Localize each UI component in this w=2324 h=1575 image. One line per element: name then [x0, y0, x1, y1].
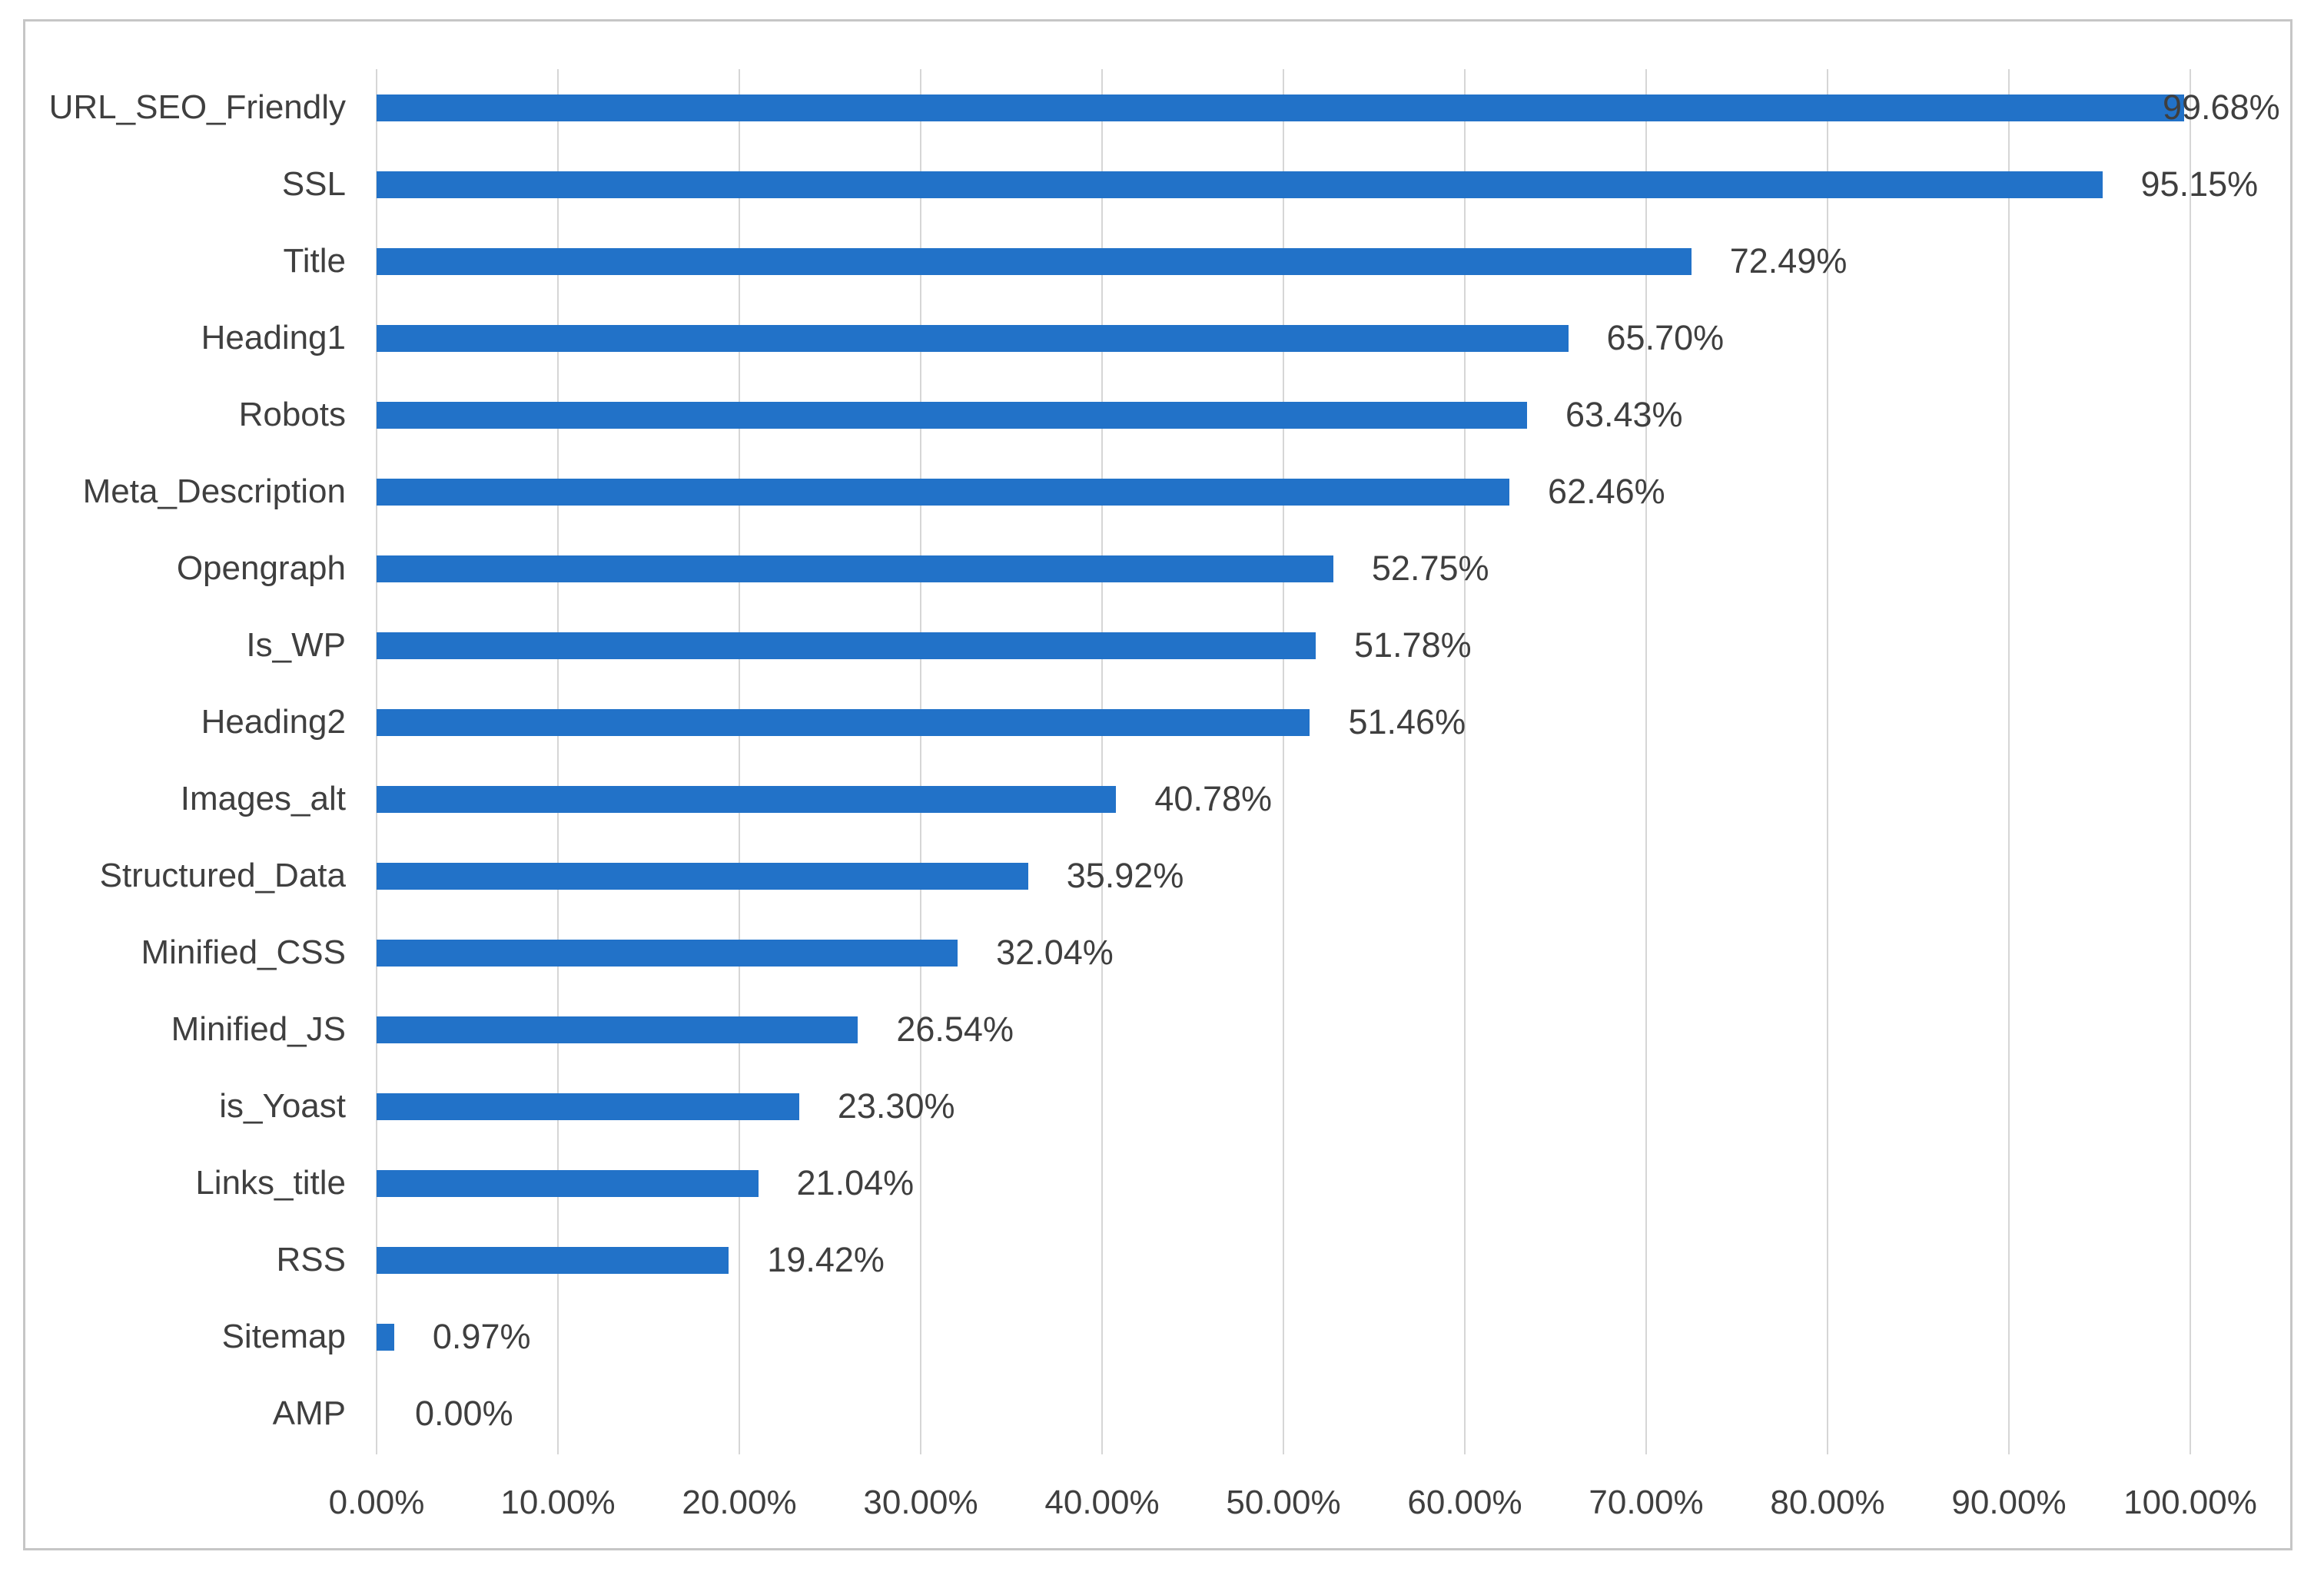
gridline: [920, 69, 921, 1454]
category-label: Structured_Data: [99, 857, 346, 894]
bar: [377, 171, 2103, 198]
gridline: [2190, 69, 2191, 1454]
category-label: Links_title: [195, 1164, 346, 1202]
bar: [377, 632, 1316, 659]
bar: [377, 785, 1117, 813]
value-label: 52.75%: [1371, 549, 1489, 588]
bar: [377, 862, 1028, 890]
x-axis-tick-label: 70.00%: [1589, 1483, 1704, 1521]
bar: [377, 94, 2185, 121]
bar: [377, 247, 1692, 275]
category-label: AMP: [272, 1394, 346, 1432]
x-axis-tick-label: 30.00%: [863, 1483, 978, 1521]
gridline: [739, 69, 740, 1454]
category-label: Sitemap: [221, 1318, 346, 1355]
category-label: Opengraph: [176, 549, 346, 587]
category-label: SSL: [281, 165, 346, 203]
x-axis-tick-label: 60.00%: [1407, 1483, 1522, 1521]
gridline: [1464, 69, 1466, 1454]
category-label: Robots: [238, 396, 346, 433]
category-label: URL_SEO_Friendly: [48, 88, 346, 126]
category-label: RSS: [276, 1241, 346, 1278]
gridline: [1827, 69, 1828, 1454]
value-label: 95.15%: [2140, 164, 2259, 204]
value-label: 63.43%: [1565, 395, 1683, 434]
value-label: 40.78%: [1154, 779, 1273, 818]
bar: [377, 401, 1527, 429]
bar: [377, 1323, 394, 1351]
value-label: 99.68%: [2163, 88, 2280, 127]
value-label: 35.92%: [1066, 856, 1184, 895]
gridline: [557, 69, 559, 1454]
value-label: 21.04%: [796, 1163, 915, 1202]
value-label: 0.97%: [432, 1317, 531, 1356]
bar: [377, 1169, 759, 1197]
value-label: 23.30%: [837, 1086, 955, 1126]
bar: [377, 324, 1569, 352]
category-label: is_Yoast: [219, 1087, 346, 1125]
x-axis-tick-label: 100.00%: [2123, 1483, 2257, 1521]
x-axis-tick-label: 80.00%: [1770, 1483, 1885, 1521]
x-axis-tick-label: 90.00%: [1951, 1483, 2067, 1521]
gridline: [376, 69, 377, 1454]
x-axis-tick-label: 20.00%: [682, 1483, 797, 1521]
category-label: Is_WP: [246, 626, 346, 664]
x-axis-tick-label: 10.00%: [500, 1483, 616, 1521]
x-axis-tick-label: 50.00%: [1226, 1483, 1341, 1521]
bar: [377, 1093, 799, 1120]
gridline: [1283, 69, 1284, 1454]
bar: [377, 1246, 729, 1274]
value-label: 26.54%: [896, 1010, 1014, 1049]
bar: [377, 939, 958, 967]
gridline: [1645, 69, 1647, 1454]
value-label: 62.46%: [1548, 472, 1665, 511]
x-axis-tick-label: 0.00%: [328, 1483, 425, 1521]
category-label: Minified_JS: [171, 1010, 346, 1048]
category-label: Images_alt: [180, 780, 346, 817]
value-label: 51.46%: [1348, 702, 1466, 741]
value-label: 51.78%: [1354, 625, 1472, 665]
value-label: 19.42%: [767, 1240, 885, 1279]
x-axis-tick-label: 40.00%: [1044, 1483, 1160, 1521]
category-label: Title: [283, 242, 347, 280]
category-label: Heading1: [201, 319, 346, 356]
bar: [377, 708, 1310, 736]
bar: [377, 1016, 858, 1043]
bar: [377, 478, 1510, 506]
category-label: Heading2: [201, 703, 346, 741]
value-label: 72.49%: [1729, 241, 1848, 280]
value-label: 32.04%: [996, 933, 1114, 972]
value-label: 0.00%: [415, 1394, 513, 1433]
bar: [377, 555, 1333, 582]
value-label: 65.70%: [1606, 318, 1725, 357]
category-label: Meta_Description: [82, 472, 346, 510]
gridline: [1101, 69, 1103, 1454]
category-label: Minified_CSS: [141, 933, 346, 971]
gridline: [2008, 69, 2010, 1454]
